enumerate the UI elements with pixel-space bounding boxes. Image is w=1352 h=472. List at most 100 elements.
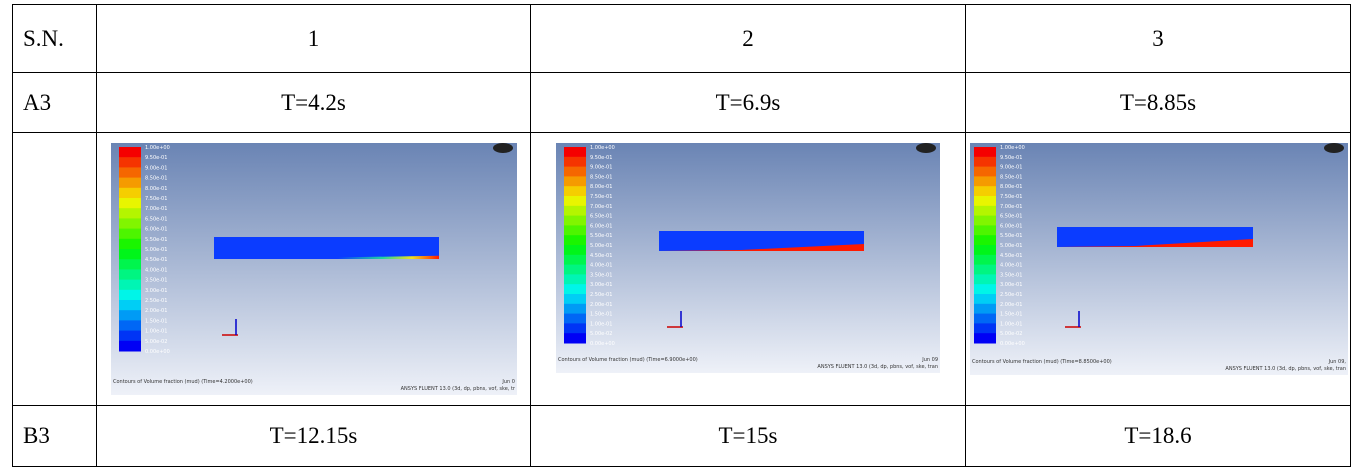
- legend-swatch: [118, 249, 141, 260]
- legend-swatch: [974, 176, 996, 187]
- legend-label: 7.50e-01: [145, 196, 167, 202]
- cell: T=15s: [530, 405, 966, 467]
- legend-label: 3.50e-01: [590, 272, 612, 278]
- legend-label: 5.00e-02: [1000, 331, 1022, 337]
- header-cell: 1: [96, 4, 531, 73]
- legend-label: 8.00e-01: [145, 186, 167, 192]
- contour-image: 1.00e+00 9.50e-01 9.00e-01 8.50e-01 8.00e-01…: [556, 143, 940, 373]
- results-table: S.N. 1 2 3 A3 T=4.2s T=6.9s T=8.85s 1.00…: [12, 4, 1351, 467]
- legend-swatch: [118, 218, 141, 230]
- legend-label: 4.00e-01: [590, 263, 612, 269]
- legend-label: 4.00e-01: [1000, 263, 1022, 269]
- legend-swatch: [118, 279, 141, 291]
- software: ANSYS FLUENT 13.0 (3d, dp, pbns, vof, sk…: [400, 386, 515, 392]
- legend-swatch: [118, 187, 141, 199]
- legend-label: 8.50e-01: [1000, 174, 1022, 180]
- logo: [492, 143, 513, 153]
- legend-label: 3.50e-01: [1000, 272, 1022, 278]
- legend-label: 1.00e-01: [145, 329, 167, 335]
- legend-label: 5.00e-01: [590, 243, 612, 249]
- legend-swatch: [118, 330, 141, 342]
- legend-swatch: [974, 284, 996, 295]
- cell: T=12.15s: [96, 405, 531, 467]
- background: [556, 143, 940, 373]
- domain: [659, 231, 864, 251]
- legend-swatch: [564, 254, 586, 266]
- background: [110, 143, 517, 395]
- legend-swatch: [974, 294, 996, 305]
- legend-label: 1.00e-01: [590, 321, 612, 327]
- cell: T=6.9s: [530, 72, 966, 133]
- legend-swatch: [974, 235, 996, 246]
- legend-label: 6.00e-01: [590, 223, 612, 229]
- cell: B3: [12, 405, 97, 467]
- image-cell: 1.00e+00 9.50e-01 9.00e-01 8.50e-01 8.00e-01…: [965, 132, 1351, 406]
- legend-label: 5.00e-01: [145, 247, 167, 253]
- legend-swatch: [974, 323, 996, 334]
- legend-swatch: [564, 205, 586, 217]
- legend-swatch: [974, 215, 996, 226]
- legend-swatch: [118, 300, 141, 311]
- legend-swatch: [974, 274, 996, 285]
- date: Jun 0: [501, 379, 515, 385]
- legend-swatch: [118, 310, 141, 321]
- legend-swatch: [564, 303, 586, 315]
- legend-swatch: [564, 264, 586, 275]
- legend-swatch: [974, 205, 996, 217]
- legend-swatch: [974, 156, 996, 168]
- image-cell: 1.00e+00 9.50e-01 9.00e-01 8.50e-01 8.00e-01…: [530, 132, 966, 406]
- legend-label: 4.00e-01: [145, 267, 167, 273]
- legend-swatch: [118, 340, 141, 352]
- legend-swatch: [974, 333, 996, 344]
- legend-label: 9.50e-01: [145, 155, 167, 161]
- legend-label: 5.50e-01: [590, 233, 612, 239]
- legend-swatch: [118, 320, 141, 332]
- legend-label: 9.00e-01: [1000, 165, 1022, 171]
- legend-label: 7.00e-01: [145, 206, 167, 212]
- header-cell: S.N.: [12, 4, 97, 73]
- legend-label: 6.50e-01: [145, 216, 167, 222]
- date: Jun 09,: [1328, 359, 1347, 365]
- legend-swatch: [564, 166, 586, 177]
- contour-image: 1.00e+00 9.50e-01 9.00e-01 8.50e-01 8.00e-01…: [970, 143, 1348, 375]
- legend-label: 1.00e+00: [145, 145, 170, 151]
- legend-swatch: [564, 235, 586, 246]
- caption: Contours of Volume fraction (mud) (Time=…: [558, 357, 698, 363]
- legend-label: 9.50e-01: [1000, 155, 1022, 161]
- date: Jun 09: [921, 357, 938, 363]
- cell: A3: [12, 72, 97, 133]
- legend-swatch: [118, 177, 141, 189]
- legend-swatch: [118, 269, 141, 281]
- legend-swatch: [118, 238, 141, 250]
- legend-label: 6.00e-01: [1000, 223, 1022, 229]
- legend-label: 1.50e-01: [590, 312, 612, 318]
- legend-label: 4.50e-01: [590, 253, 612, 259]
- image-cell: 1.00e+00 9.50e-01 9.00e-01 8.50e-01 8.00e-01…: [96, 132, 531, 406]
- legend-swatch: [118, 228, 141, 240]
- legend-swatch: [974, 313, 996, 324]
- legend-label: 7.00e-01: [590, 204, 612, 210]
- legend-label: 5.50e-01: [1000, 233, 1022, 239]
- domain: [213, 237, 439, 259]
- contour-image: 1.00e+00 9.50e-01 9.00e-01 8.50e-01 8.00e-01…: [110, 143, 517, 395]
- legend-label: 0.00e+00: [145, 349, 170, 355]
- logo: [1324, 143, 1344, 153]
- legend-swatch: [564, 274, 586, 285]
- legend-swatch: [118, 198, 141, 209]
- legend-label: 2.00e-01: [590, 302, 612, 308]
- legend-label: 1.00e+00: [1000, 145, 1025, 151]
- legend-swatch: [564, 313, 586, 324]
- legend-swatch: [564, 225, 586, 236]
- legend-swatch: [974, 166, 996, 177]
- legend-label: 7.00e-01: [1000, 204, 1022, 210]
- legend-label: 5.00e-01: [1000, 243, 1022, 249]
- logo: [916, 143, 936, 153]
- legend-label: 5.50e-01: [145, 237, 167, 243]
- header-row: S.N. 1 2 3: [12, 4, 1351, 73]
- legend-label: 0.00e+00: [1000, 341, 1025, 347]
- legend-swatch: [974, 186, 996, 197]
- row: B3 T=12.15s T=15s T=18.6: [12, 405, 1351, 467]
- row: A3 T=4.2s T=6.9s T=8.85s: [12, 72, 1351, 133]
- legend-label: 3.50e-01: [145, 278, 167, 284]
- legend-label: 9.50e-01: [590, 155, 612, 161]
